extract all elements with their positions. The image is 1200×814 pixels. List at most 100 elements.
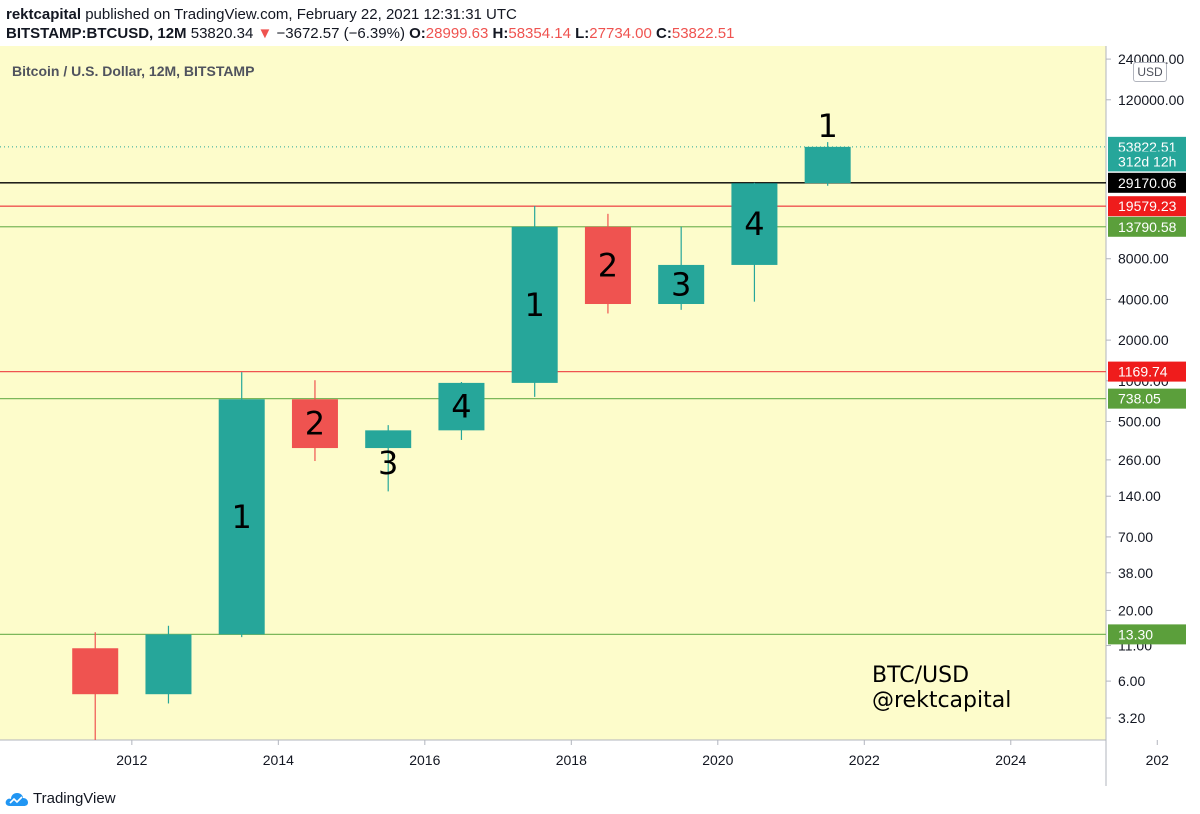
y-tick-label: 500.00	[1118, 413, 1161, 429]
price-label[interactable]: 19579.23	[1108, 196, 1186, 217]
low-value: 27734.00	[589, 25, 652, 42]
tradingview-cloud-icon[interactable]	[4, 790, 30, 808]
price-label-text: 312d 12h	[1118, 153, 1176, 169]
y-tick-label: 20.00	[1118, 602, 1153, 618]
last-price: 53820.34	[190, 25, 254, 42]
x-tick-label: 2024	[995, 752, 1026, 768]
price-label-text: 13790.58	[1118, 219, 1177, 235]
price-label-box	[1108, 196, 1186, 217]
y-tick-label: 120000.00	[1118, 92, 1184, 108]
annotation-pair: BTC/USD	[872, 663, 969, 688]
x-tick-label: 2016	[409, 752, 440, 768]
price-label[interactable]: 13.30	[1108, 624, 1186, 645]
ohlc-line: BITSTAMP:BTCUSD, 12M 53820.34 ▼ −3672.57…	[6, 25, 734, 42]
close-value: 53822.51	[671, 25, 735, 42]
price-label[interactable]: 13790.58	[1108, 216, 1186, 237]
price-label-text: 13.30	[1118, 626, 1153, 642]
candle-2015[interactable]	[365, 425, 412, 492]
y-tick-label: 2000.00	[1118, 332, 1169, 348]
y-tick-label: 38.00	[1118, 565, 1153, 581]
chart-header: rektcapital published on TradingView.com…	[0, 0, 1200, 46]
low-label: L:	[575, 25, 590, 42]
candle-body	[365, 430, 412, 449]
price-label[interactable]: 312d 12h	[1108, 151, 1186, 172]
currency-button[interactable]: USD	[1133, 62, 1167, 82]
cycle-count-label: 3	[378, 444, 398, 482]
y-tick-label: 260.00	[1118, 452, 1161, 468]
high-label: H:	[492, 25, 509, 42]
tradingview-brand[interactable]: TradingView	[33, 790, 116, 807]
price-label-box	[1108, 388, 1186, 409]
cycle-count-label: 1	[525, 286, 545, 324]
price-label-text: 1169.74	[1118, 364, 1168, 380]
cycle-count-label: 4	[744, 205, 764, 243]
candle-2018[interactable]	[584, 213, 631, 314]
price-label-box	[1108, 361, 1186, 382]
high-value: 58354.14	[508, 25, 571, 42]
publish-line: rektcapital published on TradingView.com…	[6, 6, 517, 23]
x-tick-label: 2022	[849, 752, 880, 768]
cycle-count-label: 3	[671, 265, 691, 303]
candle-2016[interactable]	[438, 381, 485, 440]
cycle-count-label: 1	[232, 498, 252, 536]
price-label-text: 29170.06	[1118, 175, 1177, 191]
candle-body	[658, 264, 705, 305]
candle-body	[291, 399, 338, 449]
down-arrow-icon: ▼	[257, 25, 273, 42]
candle-2012[interactable]	[145, 625, 192, 704]
candle-body	[145, 634, 192, 695]
price-label-box	[1108, 216, 1186, 237]
cycle-count-label: 2	[305, 405, 325, 443]
price-label-box	[1108, 172, 1186, 193]
candle-2011[interactable]	[72, 632, 119, 740]
y-tick-label: 6.00	[1118, 673, 1145, 689]
price-label-box	[1108, 624, 1186, 645]
annotation-handle: @rektcapital	[872, 688, 1011, 713]
candle-2013[interactable]	[218, 372, 265, 638]
close-label: C:	[656, 25, 672, 42]
candle-2017[interactable]	[511, 205, 558, 397]
candle-body	[218, 399, 265, 635]
cycle-count-label: 1	[817, 107, 837, 145]
cycle-count-label: 4	[451, 388, 471, 426]
x-tick-label: 2014	[263, 752, 294, 768]
open-label: O:	[409, 25, 426, 42]
price-label-text: 53822.51	[1118, 139, 1177, 155]
time-axis[interactable]	[0, 740, 1200, 786]
price-change: −3672.57 (−6.39%)	[276, 25, 405, 42]
publish-info: published on TradingView.com, February 2…	[85, 6, 517, 23]
price-label-text: 738.05	[1118, 391, 1161, 407]
publisher-name[interactable]: rektcapital	[6, 6, 82, 23]
candle-body	[731, 183, 778, 265]
symbol-label[interactable]: BITSTAMP:BTCUSD, 12M	[6, 25, 187, 42]
candle-2020[interactable]	[731, 182, 778, 302]
y-tick-label: 3.20	[1118, 710, 1145, 726]
open-value: 28999.63	[425, 25, 489, 42]
price-label-box	[1108, 151, 1186, 172]
candle-2021[interactable]	[804, 142, 851, 186]
y-tick-label: 8000.00	[1118, 251, 1169, 267]
y-tick-label: 4000.00	[1118, 291, 1169, 307]
price-label[interactable]: 738.05	[1108, 388, 1186, 409]
candle-2014[interactable]	[291, 380, 338, 462]
x-tick-label: 2018	[556, 752, 587, 768]
y-tick-label: 70.00	[1118, 529, 1153, 545]
chart-title: Bitcoin / U.S. Dollar, 12M, BITSTAMP	[12, 63, 254, 79]
y-tick-label: 140.00	[1118, 488, 1161, 504]
price-label-text: 19579.23	[1118, 198, 1177, 214]
candle-body	[438, 382, 485, 431]
candle-body	[72, 648, 119, 695]
price-label[interactable]: 1169.74	[1108, 361, 1186, 382]
candle-body	[511, 226, 558, 383]
x-tick-label: 202	[1146, 752, 1170, 768]
tradingview-footer: TradingView	[0, 786, 300, 812]
candle-body	[804, 146, 851, 184]
candle-body	[584, 226, 631, 305]
plot-background[interactable]	[0, 46, 1106, 740]
cycle-count-label: 2	[598, 246, 618, 284]
x-tick-label: 2012	[116, 752, 147, 768]
price-label[interactable]: 29170.06	[1108, 172, 1186, 193]
x-tick-label: 2020	[702, 752, 733, 768]
candle-2019[interactable]	[658, 226, 705, 310]
